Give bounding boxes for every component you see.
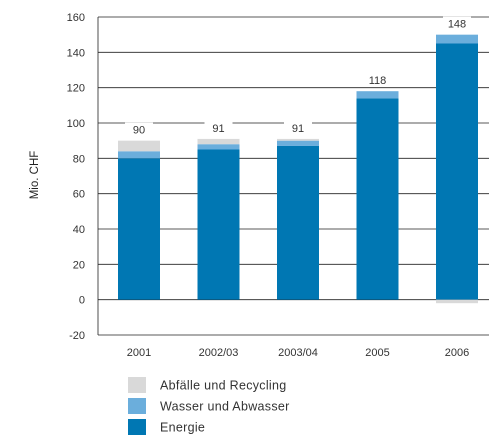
legend-label: Wasser und Abwasser [160,400,290,414]
total-label: 148 [448,19,466,31]
bar-wasser-und-abwasser [197,144,240,150]
total-label-bg [363,73,392,87]
y-tick-label: 60 [73,189,85,201]
legend-swatch [128,398,146,414]
total-label-bg [443,16,471,30]
bar-negative-segment [436,299,478,304]
y-tick-label: 20 [73,259,85,271]
y-tick-labels: 160 140 120 100 80 60 40 20 0 -20 [67,12,85,342]
total-label-bg [284,120,312,134]
legend-label: Abfälle und Recycling [160,379,287,393]
total-labels: 90 91 91 118 148 [125,16,471,137]
x-tick-label: 2002/03 [199,347,239,359]
legend: Abfälle und Recycling Wasser und Abwasser… [128,377,290,435]
bar-energie [277,145,319,300]
bar-energie [436,43,478,300]
bar-abfälle-und-recycling [118,140,160,152]
total-label: 91 [212,123,224,135]
y-axis-label: Mio. CHF [29,151,41,200]
bar-wasser-und-abwasser [356,91,399,99]
x-tick-label: 2006 [445,347,469,359]
legend-label: Energie [160,421,205,435]
bar-abfälle-und-recycling [197,138,240,145]
bar-wasser-und-abwasser [436,34,478,44]
bar-group [118,34,478,304]
y-tick-label: 160 [67,12,85,24]
y-tick-label: 0 [79,295,85,307]
bar-energie [197,149,240,300]
total-label-bg [204,120,233,134]
y-tick-label: -20 [69,330,85,342]
total-label: 90 [133,125,145,137]
legend-swatch [128,419,146,435]
total-label: 118 [369,75,387,87]
y-tick-label: 40 [73,224,85,236]
y-tick-label: 120 [67,83,85,95]
total-label-bg [125,122,153,136]
total-label: 91 [292,123,304,135]
x-tick-label: 2005 [365,347,389,359]
bar-wasser-und-abwasser [277,140,319,146]
bar-energie [118,158,160,300]
y-tick-label: 80 [73,153,85,165]
x-tick-labels: 2001 2002/03 2003/04 2005 2006 [127,347,469,359]
x-tick-label: 2001 [127,347,151,359]
bar-abfälle-und-recycling [277,138,319,141]
y-tick-label: 100 [67,118,85,130]
legend-swatch [128,377,146,393]
y-tick-label: 140 [67,47,85,59]
bar-energie [356,98,399,300]
x-tick-label: 2003/04 [278,347,318,359]
bar-wasser-und-abwasser [118,151,160,159]
